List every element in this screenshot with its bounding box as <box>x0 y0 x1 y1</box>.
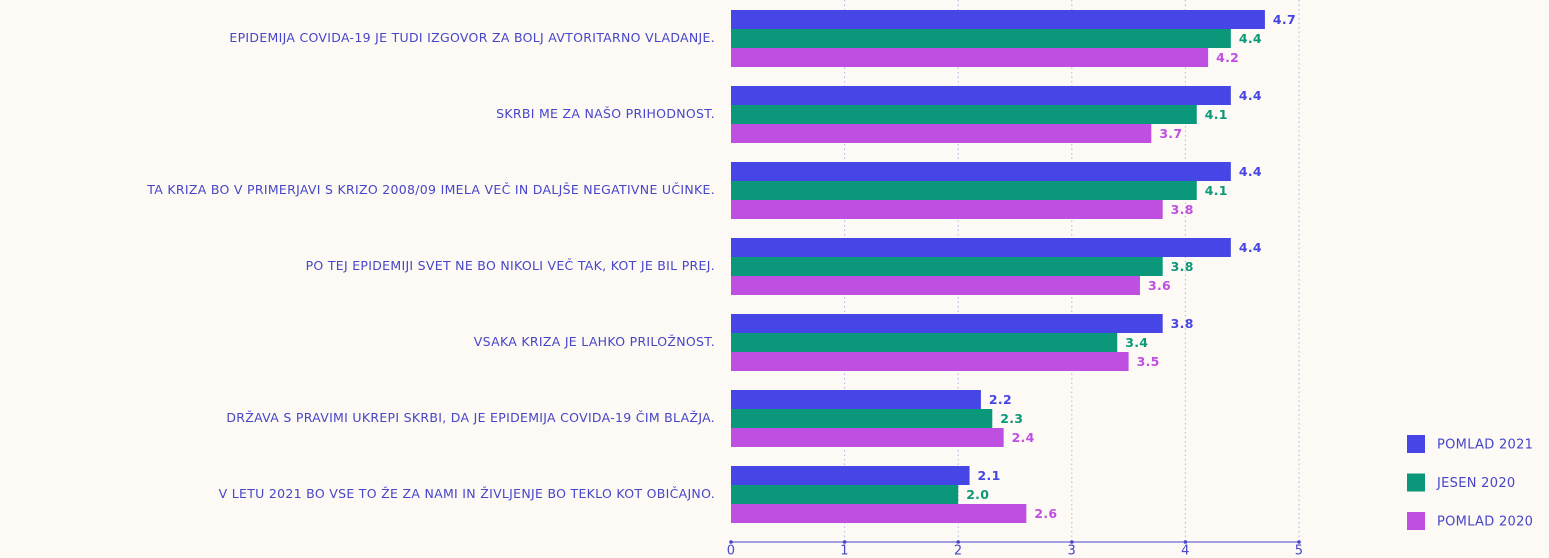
bar <box>731 504 1027 523</box>
bar <box>731 10 1265 29</box>
value-label: 3.8 <box>1171 316 1194 331</box>
category-label: PO TEJ EPIDEMIJI SVET NE BO NIKOLI VEČ T… <box>306 258 715 273</box>
bar <box>731 105 1197 124</box>
legend-swatch <box>1407 435 1425 453</box>
value-label: 4.4 <box>1239 31 1262 46</box>
value-label: 3.8 <box>1171 259 1194 274</box>
bar <box>731 124 1152 143</box>
category-label: TA KRIZA BO V PRIMERJAVI S KRIZO 2008/09… <box>146 182 715 197</box>
bar <box>731 409 993 428</box>
bar <box>731 86 1231 105</box>
bar <box>731 238 1231 257</box>
value-label: 2.4 <box>1012 430 1035 445</box>
bar <box>731 276 1140 295</box>
bar <box>731 333 1118 352</box>
category-label: EPIDEMIJA COVIDA-19 JE TUDI IZGOVOR ZA B… <box>229 30 715 45</box>
legend-swatch <box>1407 512 1425 530</box>
x-tick-label: 0 <box>727 544 736 558</box>
value-label: 4.2 <box>1216 50 1239 65</box>
bar <box>731 428 1004 447</box>
category-label: DRŽAVA S PRAVIMI UKREPI SKRBI, DA JE EPI… <box>226 410 715 425</box>
value-label: 4.7 <box>1273 12 1296 27</box>
category-label: SKRBI ME ZA NAŠO PRIHODNOST. <box>496 106 715 121</box>
category-label: VSAKA KRIZA JE LAHKO PRILOŽNOST. <box>474 334 715 349</box>
value-label: 3.5 <box>1137 354 1160 369</box>
legend-label: JESEN 2020 <box>1436 476 1515 491</box>
x-tick-label: 3 <box>1068 544 1077 558</box>
category-label: V LETU 2021 BO VSE TO ŽE ZA NAMI IN ŽIVL… <box>219 486 715 501</box>
value-label: 4.1 <box>1205 107 1228 122</box>
legend-label: POMLAD 2020 <box>1437 515 1533 530</box>
value-label: 3.4 <box>1125 335 1148 350</box>
value-label: 4.1 <box>1205 183 1228 198</box>
value-label: 3.8 <box>1171 202 1194 217</box>
bar <box>731 466 970 485</box>
x-tick-label: 4 <box>1181 544 1190 558</box>
bar <box>731 314 1163 333</box>
bar <box>731 200 1163 219</box>
value-label: 3.6 <box>1148 278 1171 293</box>
value-label: 3.7 <box>1159 126 1182 141</box>
bar <box>731 257 1163 276</box>
bar <box>731 485 959 504</box>
value-label: 2.6 <box>1034 506 1057 521</box>
value-label: 2.3 <box>1000 411 1023 426</box>
bar <box>731 390 981 409</box>
value-label: 4.4 <box>1239 164 1262 179</box>
legend-label: POMLAD 2021 <box>1437 438 1533 453</box>
x-tick-label: 2 <box>954 544 963 558</box>
value-label: 4.4 <box>1239 240 1262 255</box>
value-label: 4.4 <box>1239 88 1262 103</box>
legend-swatch <box>1407 473 1425 492</box>
x-tick-label: 5 <box>1295 544 1304 558</box>
bar <box>731 48 1209 67</box>
bar <box>731 29 1231 48</box>
bar <box>731 181 1197 200</box>
value-label: 2.0 <box>966 487 989 502</box>
bar <box>731 352 1129 371</box>
x-tick-label: 1 <box>840 544 849 558</box>
value-label: 2.1 <box>978 468 1001 483</box>
value-label: 2.2 <box>989 392 1012 407</box>
bar <box>731 162 1231 181</box>
